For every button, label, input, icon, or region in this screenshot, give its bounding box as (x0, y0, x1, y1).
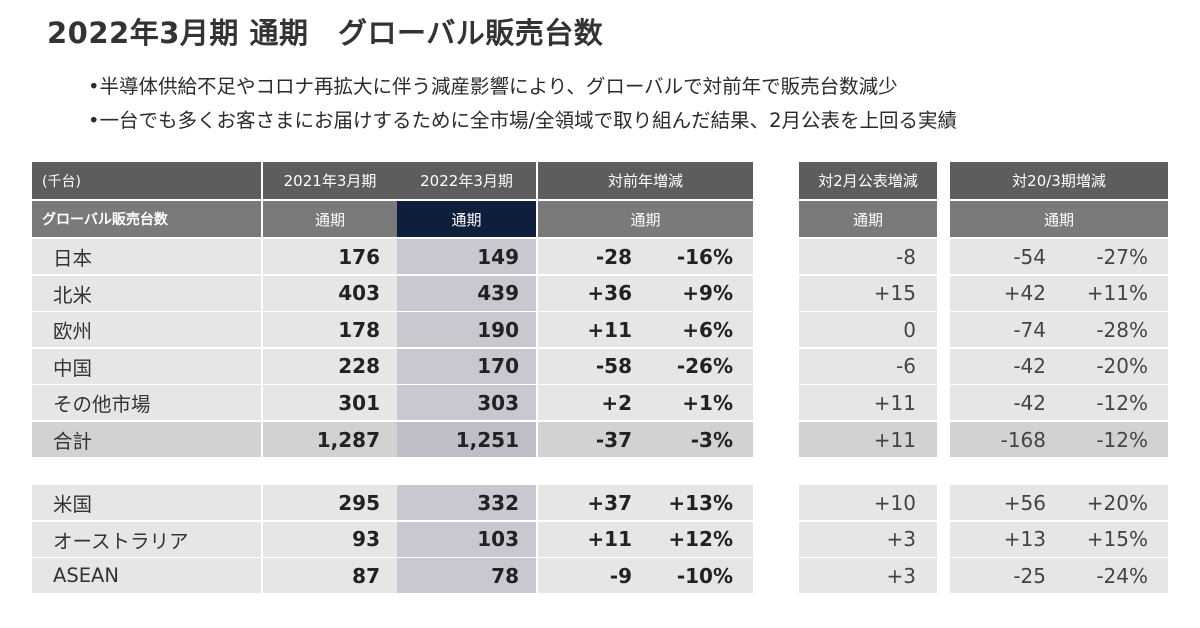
row-label: 日本 (32, 239, 261, 274)
value-vs-fy20-pct: -24% (1050, 558, 1168, 594)
value-yoy: -28 (538, 239, 648, 274)
value-fy2021: 295 (263, 485, 397, 520)
value-fy2022: 149 (397, 239, 536, 274)
value-yoy-pct: +1% (648, 385, 753, 421)
bullet-item: •半導体供給不足やコロナ再拡大に伴う減産影響により、グローバルで対前年で販売台数… (88, 75, 898, 98)
value-fy2021: 1,287 (263, 422, 397, 457)
value-fy2022: 170 (397, 348, 536, 384)
value-yoy: +11 (538, 521, 648, 557)
value-vs-fy20: -42 (950, 385, 1050, 421)
value-yoy-pct: +12% (648, 521, 753, 557)
value-yoy: +11 (538, 312, 648, 348)
value-vs-feb: -8 (799, 239, 937, 274)
value-yoy: +37 (538, 485, 648, 520)
value-fy2022: 439 (397, 275, 536, 311)
col-header-fy2022: 2022年3月期 (397, 162, 536, 199)
bullet-item: •一台でも多くお客さまにお届けするために全市場/全領域で取り組んだ結果、2月公表… (88, 109, 957, 132)
value-fy2022: 303 (397, 385, 536, 421)
row-label: 中国 (32, 348, 261, 384)
value-fy2021: 403 (263, 275, 397, 311)
value-vs-fy20: -74 (950, 312, 1050, 348)
unit-label: (千台) (32, 162, 261, 199)
value-vs-fy20: -168 (950, 422, 1050, 457)
value-vs-feb: +3 (799, 521, 937, 557)
value-yoy-pct: +13% (648, 485, 753, 520)
value-yoy: +2 (538, 385, 648, 421)
value-fy2021: 87 (263, 558, 397, 594)
value-vs-fy20-pct: -12% (1050, 385, 1168, 421)
subheader-vs-feb: 通期 (799, 201, 937, 237)
value-yoy-pct: -3% (648, 422, 753, 457)
value-vs-feb: +15 (799, 275, 937, 311)
row-header-label: グローバル販売台数 (32, 201, 261, 237)
row-label: その他市場 (32, 385, 261, 421)
subheader-yoy: 通期 (538, 201, 753, 237)
bullet-list: •半導体供給不足やコロナ再拡大に伴う減産影響により、グローバルで対前年で販売台数… (88, 70, 957, 138)
value-vs-fy20: +13 (950, 521, 1050, 557)
subheader-fy2021: 通期 (263, 201, 397, 237)
value-fy2022: 1,251 (397, 422, 536, 457)
value-fy2021: 176 (263, 239, 397, 274)
value-fy2021: 93 (263, 521, 397, 557)
subheader-vs-fy20: 通期 (950, 201, 1168, 237)
value-vs-fy20-pct: +20% (1050, 485, 1168, 520)
col-header-yoy: 対前年増減 (538, 162, 753, 199)
value-yoy-pct: +9% (648, 275, 753, 311)
value-yoy-pct: -10% (648, 558, 753, 594)
row-label: 米国 (32, 485, 261, 520)
value-vs-fy20-pct: -28% (1050, 312, 1168, 348)
value-vs-fy20-pct: -27% (1050, 239, 1168, 274)
value-vs-feb: +11 (799, 422, 937, 457)
value-vs-feb: +3 (799, 558, 937, 594)
row-label: 欧州 (32, 312, 261, 348)
value-yoy: -37 (538, 422, 648, 457)
value-fy2021: 178 (263, 312, 397, 348)
value-vs-fy20-pct: -12% (1050, 422, 1168, 457)
value-vs-feb: 0 (799, 312, 937, 348)
value-vs-feb: +11 (799, 385, 937, 421)
row-label: ASEAN (32, 558, 261, 594)
value-vs-fy20-pct: +15% (1050, 521, 1168, 557)
value-yoy-pct: -16% (648, 239, 753, 274)
value-vs-fy20: -25 (950, 558, 1050, 594)
value-yoy-pct: -26% (648, 348, 753, 384)
value-fy2022: 332 (397, 485, 536, 520)
value-fy2021: 228 (263, 348, 397, 384)
value-fy2021: 301 (263, 385, 397, 421)
col-header-vs-fy20: 対20/3期増減 (950, 162, 1168, 199)
value-vs-fy20-pct: -20% (1050, 348, 1168, 384)
value-fy2022: 78 (397, 558, 536, 594)
value-vs-fy20: +42 (950, 275, 1050, 311)
row-label: 合計 (32, 422, 261, 457)
value-vs-feb: -6 (799, 348, 937, 384)
subheader-fy2022: 通期 (397, 201, 536, 237)
value-vs-fy20-pct: +11% (1050, 275, 1168, 311)
value-yoy: -58 (538, 348, 648, 384)
value-vs-fy20: -42 (950, 348, 1050, 384)
col-header-fy2021: 2021年3月期 (263, 162, 397, 199)
value-yoy: +36 (538, 275, 648, 311)
value-yoy-pct: +6% (648, 312, 753, 348)
value-vs-fy20: +56 (950, 485, 1050, 520)
row-label: オーストラリア (32, 521, 261, 557)
value-fy2022: 190 (397, 312, 536, 348)
value-vs-fy20: -54 (950, 239, 1050, 274)
value-yoy: -9 (538, 558, 648, 594)
value-vs-feb: +10 (799, 485, 937, 520)
value-fy2022: 103 (397, 521, 536, 557)
page-title: 2022年3月期 通期 グローバル販売台数 (47, 16, 604, 50)
col-header-vs-feb: 対2月公表増減 (799, 162, 937, 199)
row-label: 北米 (32, 275, 261, 311)
